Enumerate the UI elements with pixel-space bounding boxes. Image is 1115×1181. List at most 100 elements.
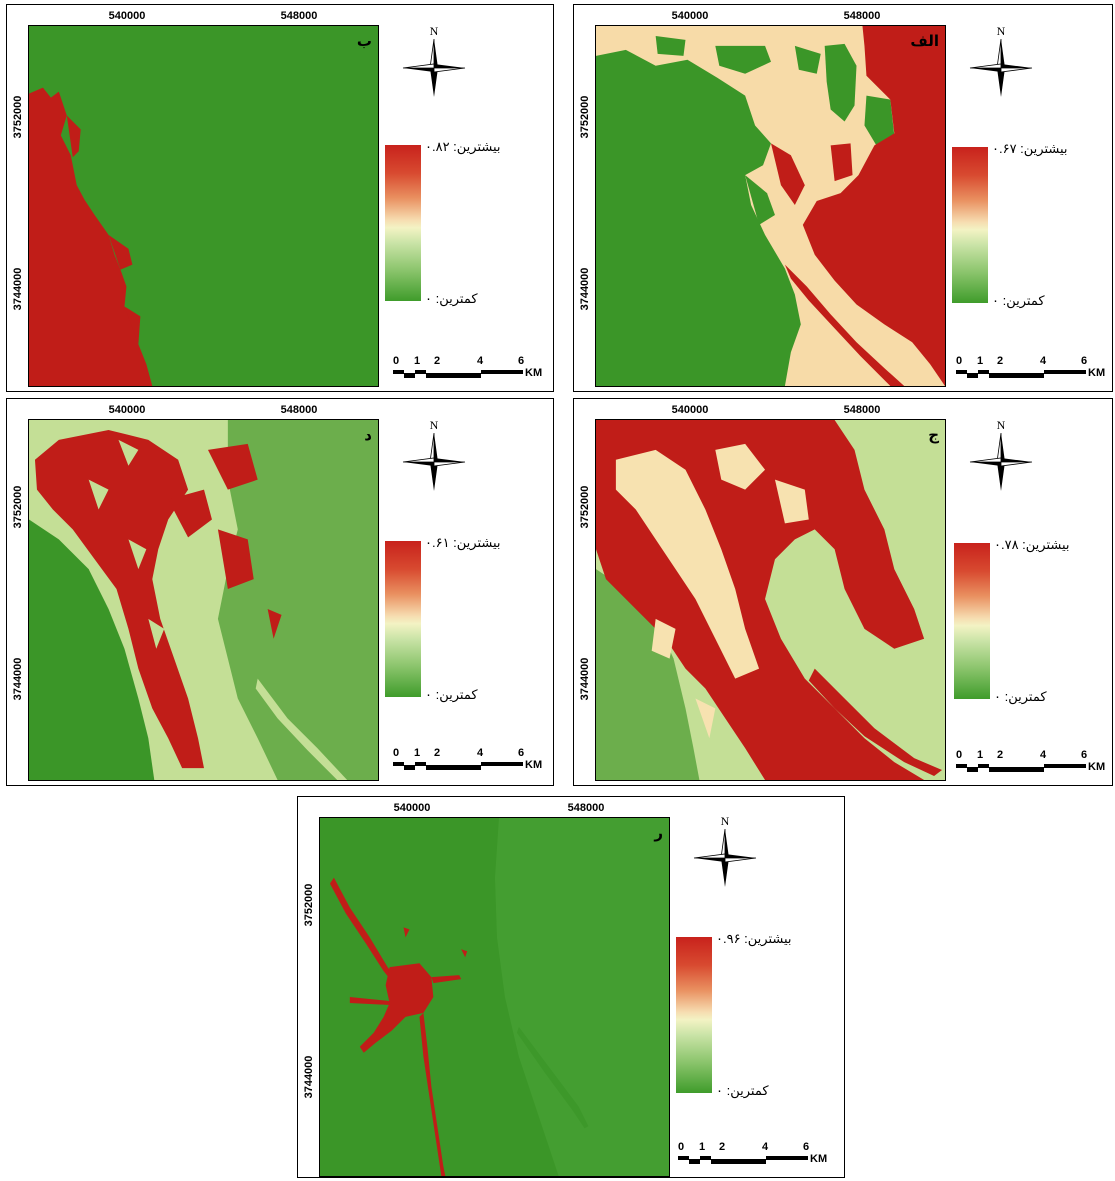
raster-map	[29, 420, 378, 780]
map-frame: ج	[595, 419, 946, 781]
panel-label: الف	[910, 33, 939, 50]
y-tick-3744000: 3744000	[12, 657, 24, 701]
x-tick-540000: 540000	[671, 10, 709, 22]
svg-text:N: N	[721, 814, 730, 828]
x-tick-548000: 548000	[567, 802, 605, 814]
scale-tick: 4	[761, 1141, 769, 1153]
y-tick-3752000: 3752000	[12, 95, 24, 139]
scale-tick: 1	[698, 1141, 706, 1153]
legend-min: کمترین: ۰	[425, 291, 478, 306]
color-ramp-legend	[954, 543, 990, 699]
scale-tick: 6	[1080, 749, 1088, 761]
scale-bar: 0 1 2 4 6 KM	[677, 1141, 827, 1169]
raster-map	[29, 26, 378, 386]
scale-tick: 6	[802, 1141, 810, 1153]
scale-tick: 1	[413, 355, 421, 367]
map-frame: د	[28, 419, 379, 781]
scale-tick: 4	[476, 747, 484, 759]
scale-unit: KM	[1088, 761, 1106, 773]
legend-min: کمترین: ۰	[425, 687, 478, 702]
raster-map	[596, 26, 945, 386]
legend-min: کمترین: ۰	[992, 293, 1045, 308]
map-panel-b: 540000 548000 3752000 3744000 ب N بیشتری…	[6, 4, 554, 392]
scale-tick: 1	[976, 749, 984, 761]
map-frame: الف	[595, 25, 946, 387]
scale-tick: 2	[433, 355, 441, 367]
scale-tick: 6	[1080, 355, 1088, 367]
scale-tick: 0	[955, 749, 963, 761]
scale-tick: 2	[996, 355, 1004, 367]
y-tick-3744000: 3744000	[579, 267, 591, 311]
color-ramp-legend	[385, 145, 421, 301]
x-tick-540000: 540000	[108, 10, 146, 22]
svg-text:N: N	[997, 418, 1006, 432]
y-tick-3752000: 3752000	[579, 95, 591, 139]
north-arrow: N	[966, 23, 1036, 103]
compass-icon: N	[402, 24, 466, 97]
legend-min: کمترین: ۰	[716, 1083, 769, 1098]
north-arrow: N	[399, 417, 469, 497]
svg-text:N: N	[430, 418, 439, 432]
x-tick-548000: 548000	[843, 10, 881, 22]
y-tick-3744000: 3744000	[579, 657, 591, 701]
y-tick-3752000: 3752000	[303, 883, 315, 927]
scale-tick: 1	[413, 747, 421, 759]
y-tick-3744000: 3744000	[303, 1055, 315, 1099]
y-tick-3744000: 3744000	[12, 267, 24, 311]
scale-unit: KM	[525, 367, 543, 379]
scale-tick: 4	[1039, 355, 1047, 367]
scale-tick: 4	[1039, 749, 1047, 761]
compass-icon: N	[969, 24, 1033, 97]
scale-tick: 0	[677, 1141, 685, 1153]
color-ramp-legend	[676, 937, 712, 1093]
x-tick-540000: 540000	[393, 802, 431, 814]
x-tick-540000: 540000	[671, 404, 709, 416]
legend-max: بیشترین: ۰.۸۲	[425, 139, 501, 154]
legend-max: بیشترین: ۰.۹۶	[716, 931, 792, 946]
legend-min: کمترین: ۰	[994, 689, 1047, 704]
raster-map	[320, 818, 669, 1176]
map-panel-dal: 540000 548000 3752000 3744000 د N	[6, 398, 554, 786]
scale-tick: 2	[718, 1141, 726, 1153]
x-tick-548000: 548000	[280, 10, 318, 22]
legend-max: بیشترین: ۰.۶۱	[425, 535, 501, 550]
raster-map	[596, 420, 945, 780]
compass-icon: N	[969, 418, 1033, 491]
scale-bar: 0 1 2 4 6 KM	[956, 355, 1105, 383]
map-panel-alef: 540000 548000 3752000 3744000 الف N	[573, 4, 1113, 392]
scale-tick: 1	[976, 355, 984, 367]
y-tick-3752000: 3752000	[579, 485, 591, 529]
scale-tick: 4	[476, 355, 484, 367]
map-panel-re: 540000 548000 3752000 3744000 ر N بیشتری…	[297, 796, 845, 1178]
x-tick-540000: 540000	[108, 404, 146, 416]
scale-tick: 6	[517, 355, 525, 367]
map-frame: ب	[28, 25, 379, 387]
x-tick-548000: 548000	[843, 404, 881, 416]
scale-bar-graphic	[956, 764, 1086, 772]
scale-tick: 0	[392, 747, 400, 759]
compass-icon: N	[693, 814, 757, 887]
scale-tick: 2	[996, 749, 1004, 761]
legend-max: بیشترین: ۰.۶۷	[992, 141, 1068, 156]
color-ramp-legend	[952, 147, 988, 303]
scale-bar: 0 1 2 4 6 KM	[392, 747, 542, 775]
scale-tick: 6	[517, 747, 525, 759]
scale-tick: 2	[433, 747, 441, 759]
scale-bar-graphic	[393, 370, 523, 378]
panel-label: ر	[654, 825, 663, 842]
north-arrow: N	[690, 813, 760, 893]
svg-text:N: N	[430, 24, 439, 38]
panel-label: ب	[356, 33, 372, 50]
scale-tick: 0	[392, 355, 400, 367]
map-frame: ر	[319, 817, 670, 1177]
scale-bar: 0 1 2 4 6 KM	[955, 749, 1105, 777]
scale-bar-graphic	[678, 1156, 808, 1164]
scale-bar-graphic	[956, 370, 1086, 378]
scale-unit: KM	[525, 759, 543, 771]
scale-unit: KM	[1088, 367, 1106, 379]
scale-unit: KM	[810, 1153, 828, 1165]
color-ramp-legend	[385, 541, 421, 697]
north-arrow: N	[399, 23, 469, 103]
compass-icon: N	[402, 418, 466, 491]
map-panel-jim: 540000 548000 3752000 3744000 ج N بیشتری…	[573, 398, 1113, 786]
